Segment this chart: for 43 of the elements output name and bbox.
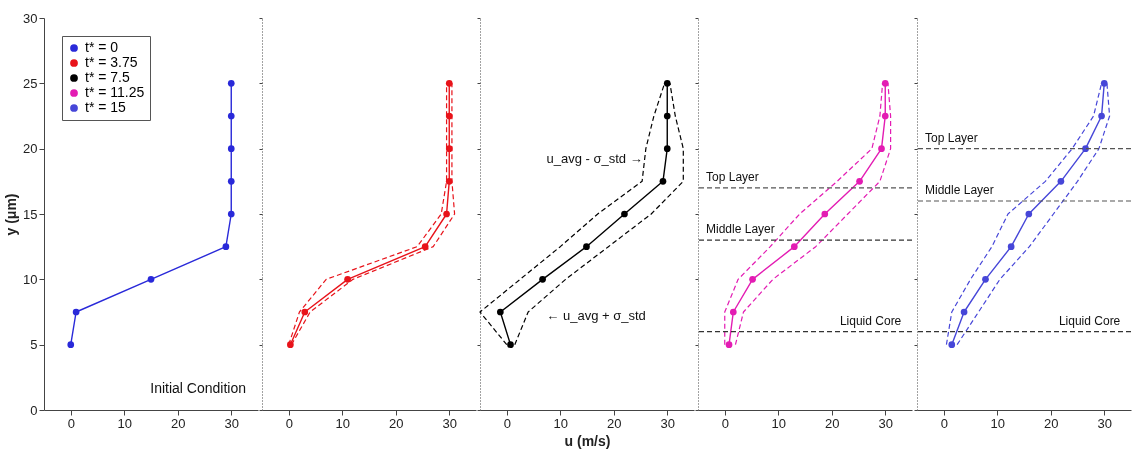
ref-line-label: Liquid Core [839, 313, 902, 328]
x-tick-label: 0 [285, 415, 293, 431]
legend-label: t* = 11.25 [85, 84, 145, 100]
ref-line-label: Middle Layer [925, 182, 994, 197]
y-tick-label: 25 [23, 75, 38, 91]
ref-line-label: Middle Layer [706, 222, 775, 237]
annotation: Initial Condition [150, 380, 246, 396]
y-axis-title: y (μm) [3, 193, 20, 236]
x-tick-label: 0 [67, 415, 75, 431]
x-tick-label: 30 [660, 415, 675, 431]
x-tick-label: 10 [553, 415, 568, 431]
ref-line-label: Top Layer [925, 130, 978, 145]
x-tick-label: 20 [1044, 415, 1059, 431]
y-tick-label: 10 [23, 271, 38, 287]
y-tick-label: 5 [30, 337, 38, 353]
legend-label: t* = 7.5 [85, 69, 130, 85]
y-tick-label: 20 [23, 141, 38, 157]
ref-line-label: Top Layer [706, 169, 759, 184]
annotation: ← u_avg + σ_std [546, 307, 646, 323]
x-tick-label: 30 [224, 415, 239, 431]
x-tick-label: 10 [335, 415, 350, 431]
legend-label: t* = 3.75 [85, 54, 138, 70]
annotation: u_avg - σ_std → [546, 151, 643, 167]
x-tick-label: 0 [721, 415, 729, 431]
x-tick-label: 30 [1097, 415, 1112, 431]
x-tick-label: 0 [940, 415, 948, 431]
x-tick-label: 20 [825, 415, 840, 431]
x-tick-label: 30 [442, 415, 457, 431]
x-tick-label: 0 [503, 415, 511, 431]
x-axis-title: u (m/s) [564, 432, 611, 449]
y-tick-label: 30 [23, 10, 38, 26]
x-tick-label: 10 [117, 415, 132, 431]
x-tick-label: 10 [771, 415, 786, 431]
x-tick-label: 20 [389, 415, 404, 431]
ref-line-label: Liquid Core [1058, 313, 1121, 328]
x-tick-label: 20 [607, 415, 622, 431]
x-tick-label: 30 [878, 415, 893, 431]
legend-label: t* = 0 [85, 39, 119, 55]
x-tick-label: 10 [990, 415, 1005, 431]
legend-label: t* = 15 [85, 99, 127, 115]
x-tick-label: 20 [171, 415, 186, 431]
y-tick-label: 0 [30, 402, 38, 418]
y-tick-label: 15 [23, 206, 38, 222]
